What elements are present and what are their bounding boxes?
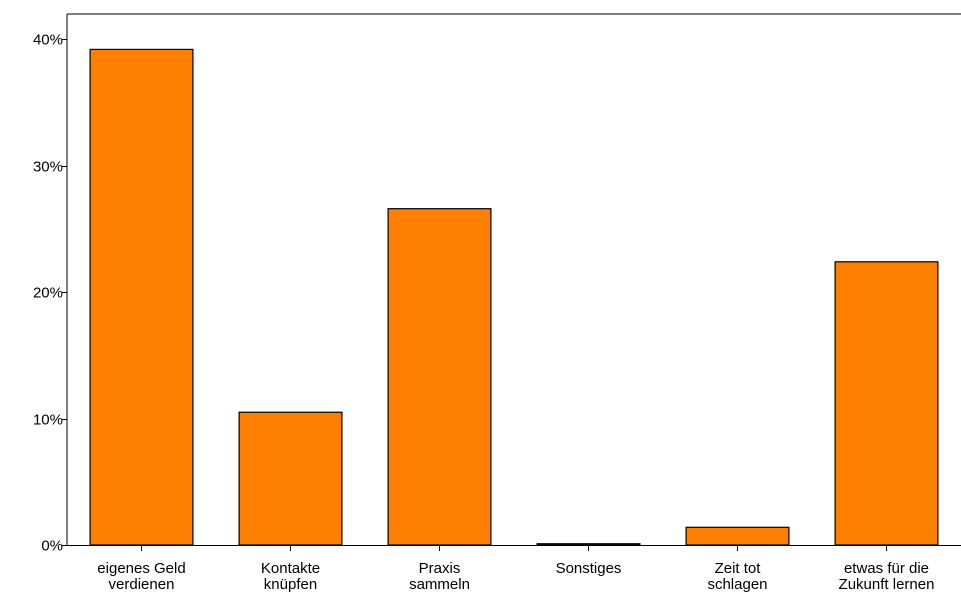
y-tick-label: 10% [33,412,63,429]
bar [89,48,194,546]
x-axis: eigenes Geld verdienen Kontakte knüpfen Prax… [67,545,961,593]
x-tick-label-line: verdienen [109,576,175,593]
x-tick-label-line: knüpfen [264,576,317,593]
y-axis: 0% 10% 20% 30% 40% [33,14,68,555]
x-tick-label: eigenes Geld verdienen [97,560,185,593]
bar [238,411,343,546]
x-tick-label: Zeit tot schlagen [707,560,767,593]
x-tick-label-line: sammeln [409,576,470,593]
x-tick-label: etwas für die Zukunft lernen [839,560,935,593]
y-tick-label: 30% [33,159,63,176]
x-tick-label-line: etwas für die [844,560,929,577]
bars [89,48,939,546]
x-tick-label-line: Sonstiges [556,560,622,577]
x-tick-label-line: Praxis [419,560,461,577]
x-tick-label-line: Kontakte [261,560,320,577]
x-tick-label: Sonstiges [556,560,622,577]
bar [387,208,492,546]
x-tick-label-line: eigenes Geld [97,560,185,577]
y-tick-label: 40% [33,32,63,49]
y-tick-label: 20% [33,285,63,302]
bar [685,526,790,546]
y-tick-label: 0% [41,538,63,555]
x-tick-label-line: Zukunft lernen [839,576,935,593]
bar [536,543,641,546]
x-tick-label: Kontakte knüpfen [261,560,320,593]
x-tick-label-line: schlagen [707,576,767,593]
bar [834,261,939,546]
x-tick-label: Praxis sammeln [409,560,470,593]
x-tick-label-line: Zeit tot [715,560,762,577]
